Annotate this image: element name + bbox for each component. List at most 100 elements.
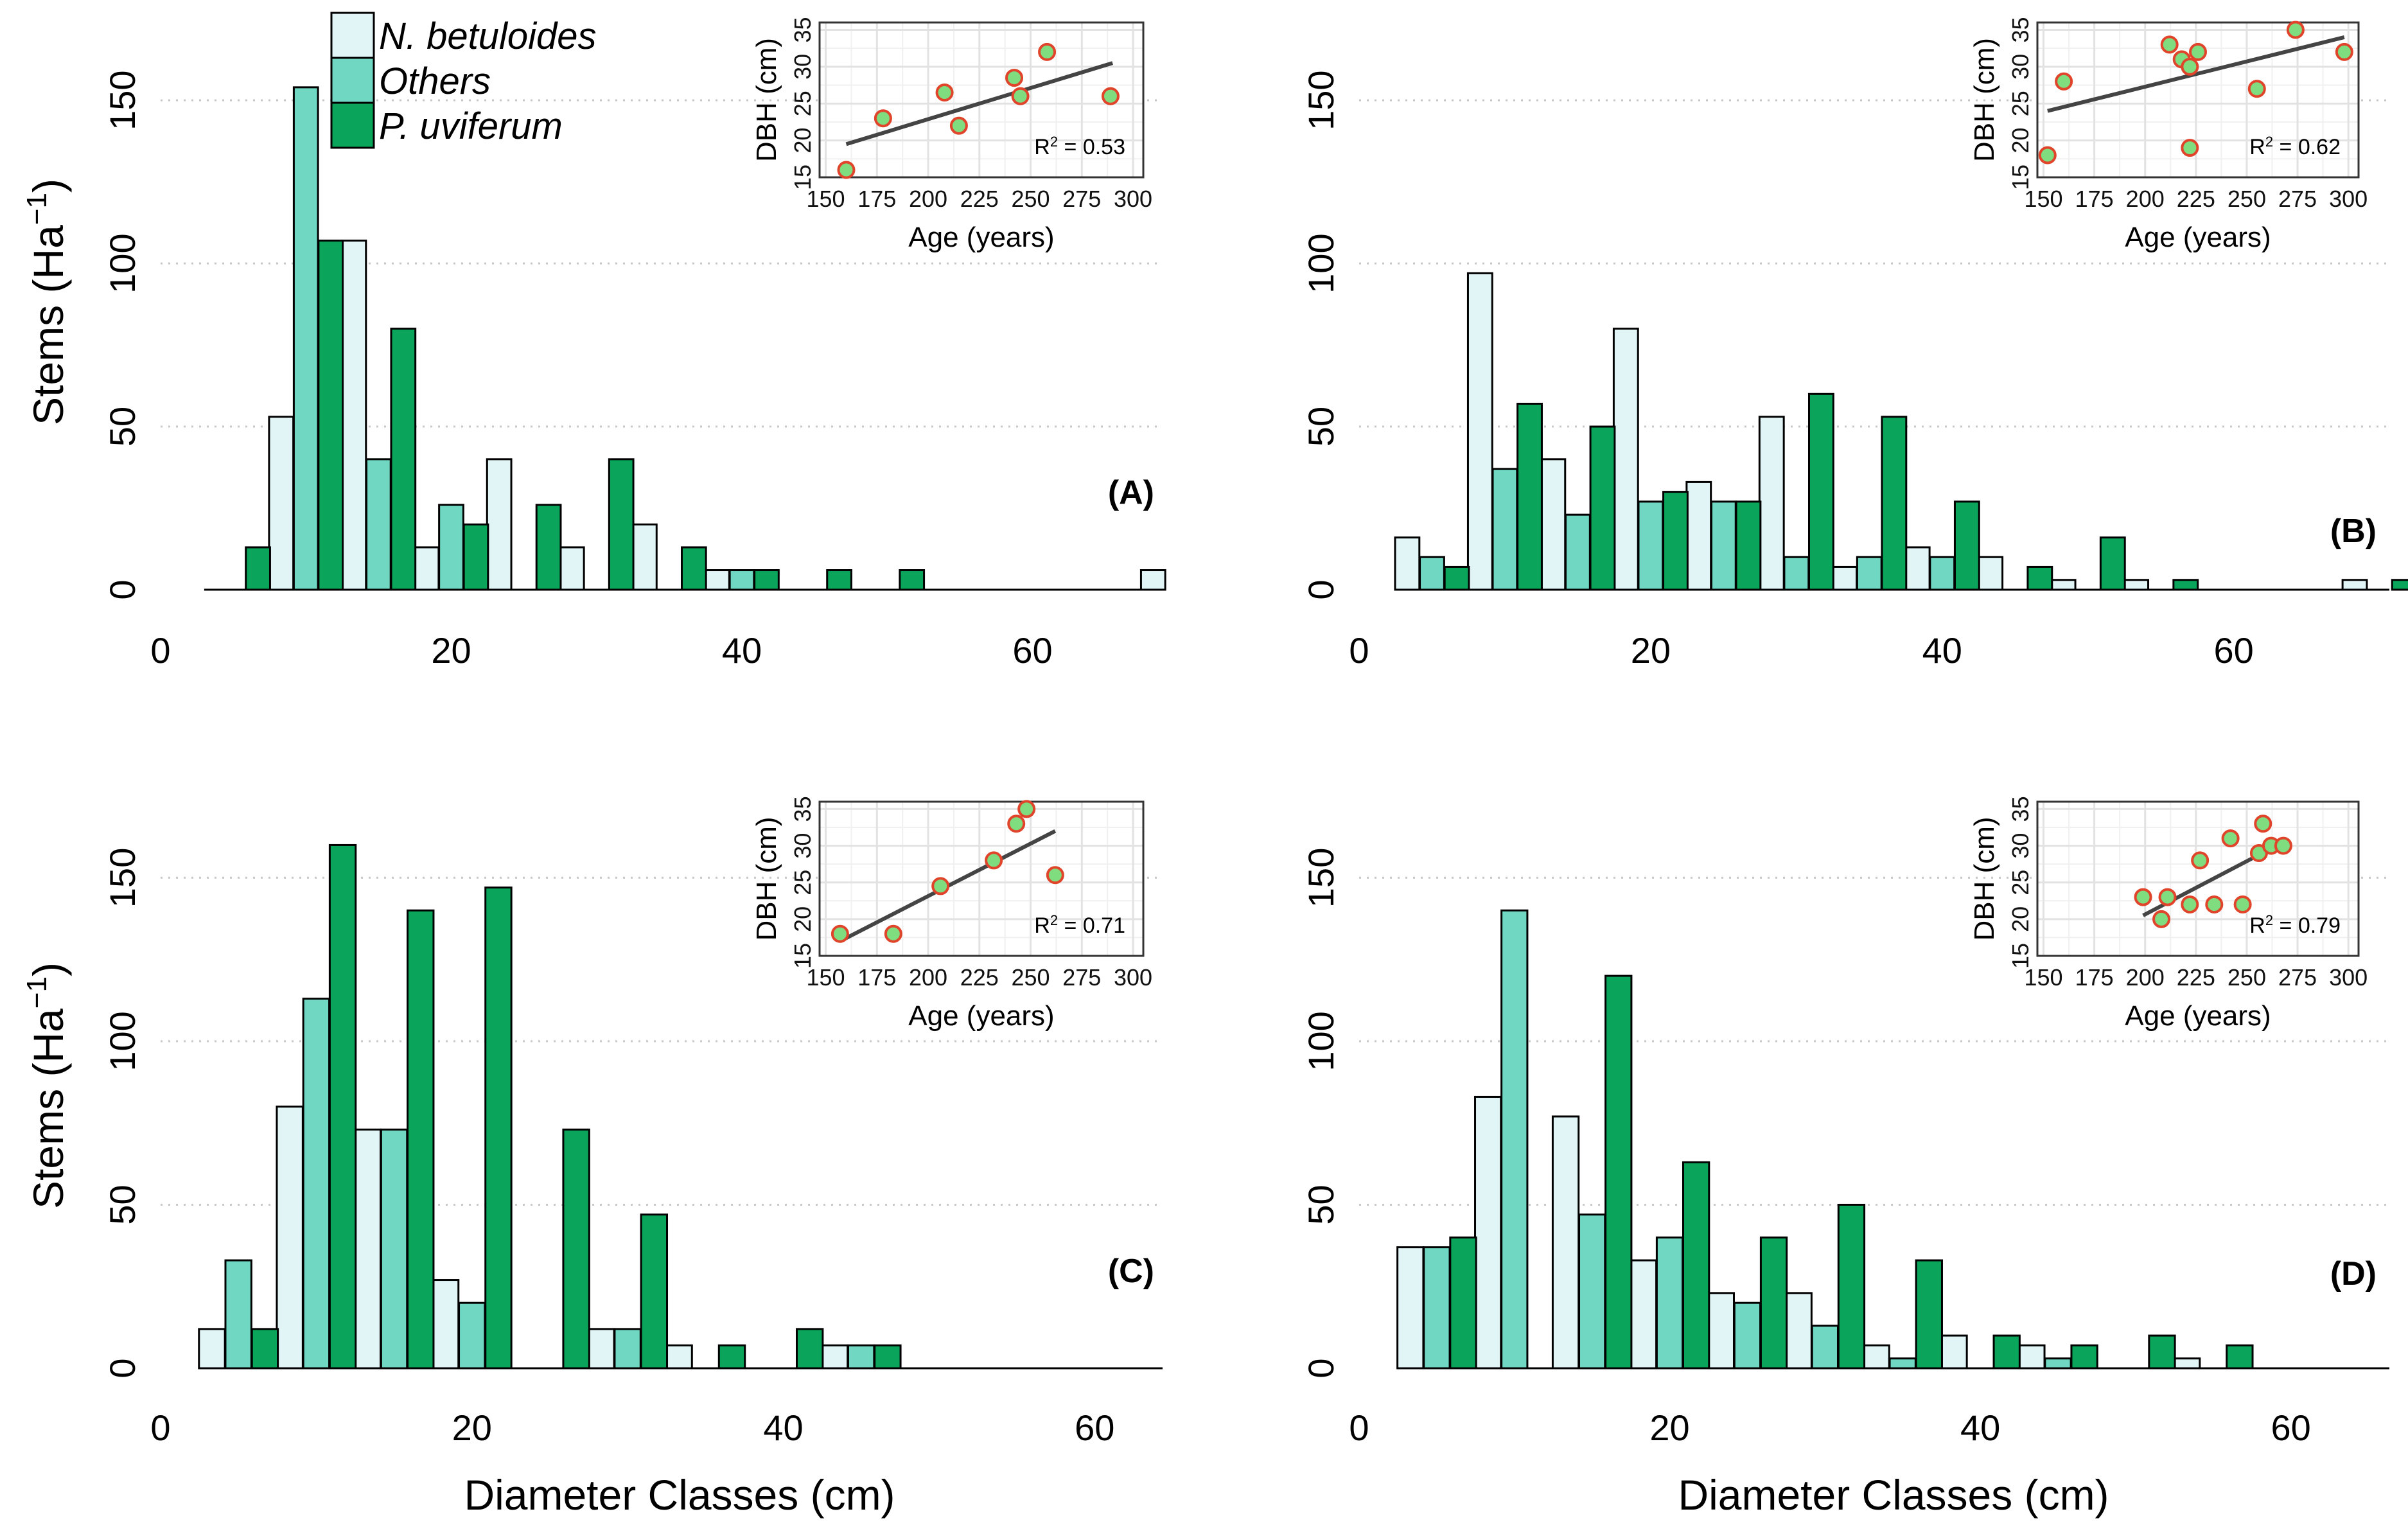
bar — [1662, 491, 1689, 591]
inset-x-tick-label: 150 — [807, 186, 845, 212]
bar — [1612, 328, 1639, 591]
y-tick-label: 100 — [102, 233, 143, 293]
bar — [276, 1106, 304, 1370]
inset-point — [1046, 866, 1064, 885]
inset-point — [949, 116, 968, 135]
inset-point — [2247, 80, 2266, 98]
inset-x-tick-label: 225 — [960, 964, 999, 991]
inset-x-tick-label: 275 — [2278, 186, 2317, 212]
inset-point — [1005, 69, 1024, 87]
bar — [1759, 1236, 1788, 1370]
bar — [1784, 1292, 1813, 1370]
bar — [1710, 500, 1737, 591]
panel-c: 0 20 40 60 0 50 100 150 (C) 150 175 200 225 250 275 300… — [102, 796, 1163, 1448]
legend-swatch-p-uviferum — [330, 101, 375, 149]
inset-x-tick-label: 175 — [2075, 186, 2114, 212]
x-tick-label: 20 — [1649, 1407, 1689, 1448]
bar — [2226, 1344, 2254, 1370]
x-axis-title-left: Diameter Classes (cm) — [464, 1471, 895, 1519]
inset-x-tick-label: 175 — [857, 186, 896, 212]
bar — [340, 240, 367, 591]
y-tick-label: 50 — [102, 407, 143, 446]
bar — [728, 569, 755, 591]
inset-x-tick-label: 275 — [1062, 964, 1101, 991]
bar — [250, 1328, 279, 1370]
inset-y-tick-label: 15 — [2007, 164, 2034, 190]
bar — [2148, 1334, 2176, 1370]
bar — [431, 1279, 460, 1370]
bar — [1682, 1161, 1710, 1370]
inset-y-axis-title: DBH (cm) — [1969, 816, 2000, 940]
inset-point — [2191, 851, 2210, 870]
bar — [535, 504, 562, 591]
bar — [407, 909, 435, 1370]
legend-swatch-others — [330, 57, 375, 104]
bar — [2099, 536, 2126, 591]
inset-scatter: 150 175 200 225 250 275 300 15 20 25 30 35 Age (year… — [751, 17, 1152, 253]
inset-x-tick-label: 200 — [909, 964, 947, 991]
inset-point — [1011, 87, 1030, 105]
bar — [1953, 500, 1980, 591]
inset-point — [884, 924, 902, 943]
inset-point — [2055, 72, 2073, 91]
bar — [2172, 579, 2199, 591]
x-tick-label: 20 — [431, 630, 471, 671]
inset-x-axis-title: Age (years) — [2125, 1000, 2271, 1032]
bar — [198, 1328, 226, 1370]
bar — [613, 1328, 642, 1370]
inset-x-tick-label: 200 — [909, 186, 947, 212]
bar — [1733, 1301, 1762, 1370]
inset-x-axis-title: Age (years) — [908, 1000, 1054, 1032]
bar — [1888, 1357, 1917, 1370]
y-tick-label: 50 — [102, 1185, 143, 1224]
inset-point — [2181, 57, 2199, 76]
inset-y-axis-title: DBH (cm) — [751, 816, 782, 940]
inset-point — [935, 84, 954, 102]
inset-y-tick-label: 15 — [789, 943, 816, 969]
bar — [1474, 1095, 1502, 1370]
bar — [587, 1328, 615, 1370]
inset-point — [2221, 829, 2240, 848]
bar — [1758, 416, 1785, 591]
inset-y-tick-label: 15 — [2007, 943, 2034, 969]
x-tick-label: 20 — [1631, 630, 1671, 671]
inset-point — [2189, 42, 2207, 61]
bar — [1419, 556, 1445, 591]
bar — [1881, 416, 1908, 591]
inset-point — [830, 924, 849, 943]
bar — [486, 458, 513, 591]
inset-x-tick-label: 250 — [1012, 186, 1050, 212]
bar — [1139, 569, 1166, 591]
inset-point — [1017, 800, 1036, 818]
x-tick-label: 0 — [1349, 1407, 1369, 1448]
y-tick-label: 0 — [102, 579, 143, 599]
bar — [1394, 536, 1421, 591]
bar — [1604, 974, 1633, 1370]
inset-point — [931, 877, 950, 895]
bar — [380, 1128, 409, 1370]
x-tick-label: 40 — [763, 1407, 803, 1448]
bar — [1637, 500, 1664, 591]
inset-x-tick-label: 300 — [1114, 186, 1152, 212]
bar — [1443, 565, 1470, 591]
bar — [462, 523, 489, 591]
bar — [631, 523, 658, 591]
bar — [558, 546, 585, 591]
inset-y-tick-label: 20 — [2007, 906, 2034, 932]
legend-swatch-n-betuloides — [330, 12, 375, 59]
inset-point — [985, 851, 1003, 870]
inset-r2-label: R2 = 0.79 — [2249, 912, 2341, 938]
inset-x-tick-label: 175 — [857, 964, 896, 991]
x-tick-label: 60 — [1075, 1407, 1114, 1448]
y-tick-label: 0 — [1301, 1358, 1341, 1378]
bar — [224, 1259, 252, 1370]
bar — [820, 1344, 849, 1370]
inset-y-tick-label: 25 — [2007, 870, 2034, 895]
inset-x-tick-label: 250 — [2228, 186, 2266, 212]
inset-point — [2286, 21, 2305, 39]
bar — [1856, 556, 1883, 591]
bar — [1831, 565, 1858, 591]
bar — [795, 1328, 824, 1370]
bar — [847, 1344, 875, 1370]
